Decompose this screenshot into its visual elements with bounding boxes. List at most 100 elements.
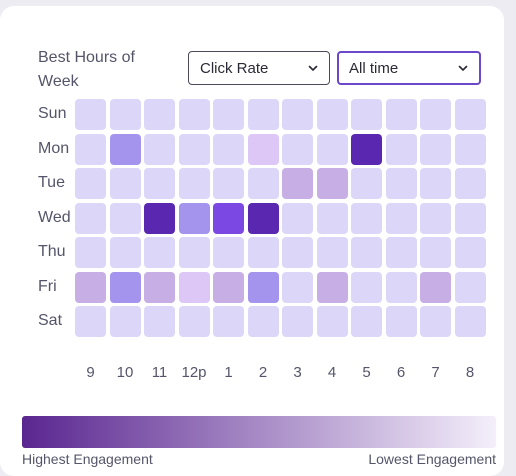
engagement-legend-bar <box>22 416 496 448</box>
heatmap-cell[interactable] <box>144 168 175 199</box>
hour-label: 7 <box>431 364 440 381</box>
heatmap-cell[interactable] <box>385 133 417 165</box>
heatmap-cell[interactable] <box>213 133 244 165</box>
heatmap-cell[interactable] <box>109 168 141 199</box>
heatmap-cell[interactable] <box>385 306 417 337</box>
best-hours-card: Best Hours of Week Click Rate All time S… <box>0 6 504 476</box>
heatmap-cell[interactable] <box>109 99 141 130</box>
heatmap-cell[interactable] <box>420 237 451 268</box>
heatmap-cell[interactable] <box>454 133 486 165</box>
heatmap-cell[interactable] <box>144 306 175 337</box>
hour-label: 2 <box>258 364 268 381</box>
heatmap-cell[interactable] <box>454 306 486 337</box>
heatmap-cell[interactable] <box>316 168 348 199</box>
heatmap-cell[interactable] <box>385 202 417 234</box>
heatmap-cell[interactable] <box>454 168 486 199</box>
heatmap-cell[interactable] <box>178 271 210 303</box>
heatmap-cell[interactable] <box>75 271 106 303</box>
heatmap-cell[interactable] <box>282 133 313 165</box>
heatmap-cell[interactable] <box>75 133 106 165</box>
heatmap-cell[interactable] <box>109 306 141 337</box>
heatmap-cell[interactable] <box>454 202 486 234</box>
heatmap-cell[interactable] <box>109 271 141 303</box>
heatmap-cell[interactable] <box>178 306 210 337</box>
heatmap-cell[interactable] <box>213 237 244 268</box>
heatmap-cell[interactable] <box>178 133 210 165</box>
legend-low-label: Lowest Engagement <box>368 451 496 467</box>
heatmap-cell[interactable] <box>351 99 382 130</box>
heatmap-cell[interactable] <box>144 237 175 268</box>
day-label: Wed <box>38 208 71 226</box>
heatmap-cell[interactable] <box>454 271 486 303</box>
heatmap-cell[interactable] <box>316 271 348 303</box>
heatmap-cell[interactable] <box>178 237 210 268</box>
time-range-select-value: All time <box>349 59 399 77</box>
day-label: Thu <box>38 243 66 260</box>
heatmap-cell[interactable] <box>247 237 279 268</box>
heatmap-cell[interactable] <box>75 99 106 130</box>
heatmap-cell[interactable] <box>351 271 382 303</box>
heatmap-cell[interactable] <box>420 202 451 234</box>
heatmap-cell[interactable] <box>420 133 451 165</box>
heatmap-cell[interactable] <box>316 99 348 130</box>
heatmap-cell[interactable] <box>420 168 451 199</box>
heatmap-cell[interactable] <box>247 133 279 165</box>
heatmap-cell[interactable] <box>75 168 106 199</box>
heatmap-cell[interactable] <box>420 306 451 337</box>
day-label: Sat <box>38 312 63 329</box>
heatmap-cell[interactable] <box>385 99 417 130</box>
heatmap-cell[interactable] <box>213 202 244 234</box>
heatmap-cell[interactable] <box>316 202 348 234</box>
heatmap-cell[interactable] <box>213 168 244 199</box>
heatmap-cell[interactable] <box>109 133 141 165</box>
heatmap-cell[interactable] <box>213 99 244 130</box>
heatmap-cell[interactable] <box>351 168 382 199</box>
heatmap-cell[interactable] <box>247 99 279 130</box>
heatmap-cell[interactable] <box>351 133 382 165</box>
heatmap-cell[interactable] <box>213 271 244 303</box>
heatmap-cell[interactable] <box>282 202 313 234</box>
heatmap-cell[interactable] <box>420 99 451 130</box>
heatmap-cell[interactable] <box>109 237 141 268</box>
heatmap-cell[interactable] <box>75 237 106 268</box>
heatmap-cell[interactable] <box>282 237 313 268</box>
day-label: Sun <box>38 105 67 122</box>
hour-label: 5 <box>362 364 371 381</box>
heatmap-cell[interactable] <box>282 168 313 199</box>
metric-select-value: Click Rate <box>200 59 269 77</box>
heatmap-cell[interactable] <box>351 237 382 268</box>
heatmap-cell[interactable] <box>109 202 141 234</box>
heatmap-cell[interactable] <box>144 133 175 165</box>
heatmap-cell[interactable] <box>385 237 417 268</box>
heatmap-cell[interactable] <box>178 99 210 130</box>
heatmap-cell[interactable] <box>316 133 348 165</box>
heatmap-cell[interactable] <box>420 271 451 303</box>
heatmap-cell[interactable] <box>385 271 417 303</box>
heatmap-cell[interactable] <box>282 99 313 130</box>
heatmap-cell[interactable] <box>247 306 279 337</box>
heatmap-cell[interactable] <box>144 271 175 303</box>
heatmap-cell[interactable] <box>144 202 175 234</box>
heatmap-cell[interactable] <box>351 306 382 337</box>
heatmap-cell[interactable] <box>213 306 244 337</box>
heatmap-cell[interactable] <box>75 306 106 337</box>
heatmap-cell[interactable] <box>385 168 417 199</box>
heatmap-cell[interactable] <box>351 202 382 234</box>
heatmap-cell[interactable] <box>75 202 106 234</box>
heatmap-cell[interactable] <box>454 237 486 268</box>
heatmap-cell[interactable] <box>247 271 279 303</box>
heatmap-cell[interactable] <box>316 237 348 268</box>
time-range-select[interactable]: All time <box>337 51 481 85</box>
heatmap-cell[interactable] <box>178 202 210 234</box>
day-label: Tue <box>38 174 65 191</box>
hour-label: 3 <box>293 364 302 381</box>
heatmap-cell[interactable] <box>247 202 279 234</box>
heatmap-cell[interactable] <box>282 306 313 337</box>
heatmap-cell[interactable] <box>247 168 279 199</box>
heatmap-cell[interactable] <box>178 168 210 199</box>
heatmap-cell[interactable] <box>316 306 348 337</box>
heatmap-cell[interactable] <box>144 99 175 130</box>
metric-select[interactable]: Click Rate <box>188 51 330 85</box>
heatmap-cell[interactable] <box>282 271 313 303</box>
heatmap-cell[interactable] <box>454 99 486 130</box>
